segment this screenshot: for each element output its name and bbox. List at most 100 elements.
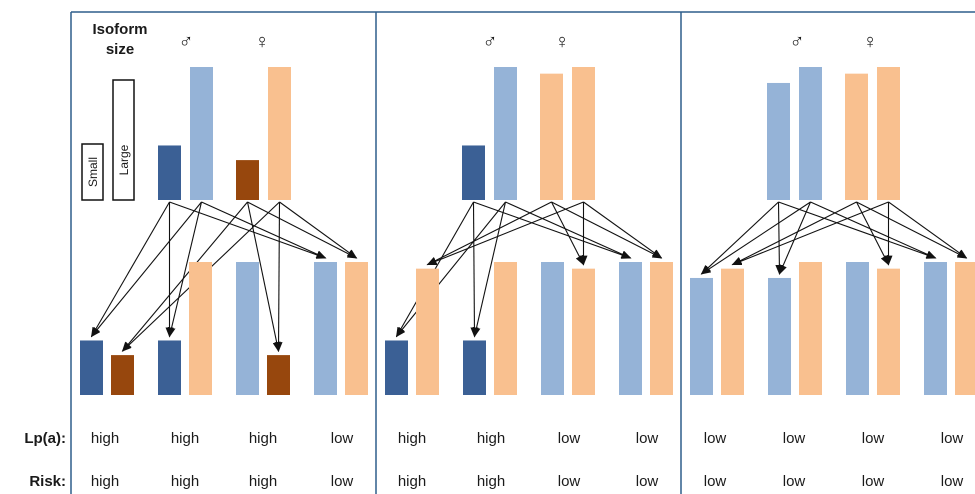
inheritance-arrow-panel-1-8: [274, 201, 283, 353]
lpa-value-panel-1-3: high: [249, 430, 277, 447]
lpa-value-panel-3-1: low: [704, 430, 727, 447]
offspring-bar-panel-3-group-4-male: [924, 262, 947, 395]
inheritance-arrow-panel-2-6: [472, 201, 507, 338]
arrows-layer: [90, 201, 968, 353]
lpa-value-panel-3-2: low: [783, 430, 806, 447]
large-legend-label: Large: [117, 144, 131, 175]
inheritance-arrow-panel-1-10: [201, 201, 327, 259]
risk-value-panel-2-1: high: [398, 473, 426, 490]
parent-bar-panel-3-male-2: [799, 67, 822, 200]
lpa-value-panel-2-2: high: [477, 430, 505, 447]
inheritance-arrow-panel-3-7: [856, 201, 889, 266]
risk-value-panel-3-2: low: [783, 473, 806, 490]
parent-bars: [158, 67, 900, 200]
parent-bar-panel-2-female-4: [572, 67, 595, 200]
parent-bar-panel-3-female-3: [845, 73, 868, 200]
lpa-value-panel-2-3: low: [558, 430, 581, 447]
offspring-bar-panel-2-group-4-female: [650, 262, 673, 395]
parent-bar-panel-1-female-4: [268, 67, 291, 200]
offspring-bar-panel-3-group-3-female: [877, 268, 900, 395]
risk-value-panel-1-4: low: [331, 473, 354, 490]
male-symbol-panel-3: ♂: [790, 31, 805, 53]
lpa-value-panel-1-1: high: [91, 430, 119, 447]
inheritance-arrow-panel-3-1: [700, 201, 779, 275]
lpa-value-panel-2-4: low: [636, 430, 659, 447]
risk-value-panel-1-1: high: [91, 473, 119, 490]
inheritance-arrow-panel-1-2: [90, 201, 202, 338]
lpa-risk-values: high high high high high high low low high high hi…: [91, 430, 964, 490]
inheritance-arrow-panel-3-6: [778, 201, 812, 275]
offspring-bar-panel-2-group-2-male: [463, 340, 486, 395]
risk-value-panel-3-3: low: [862, 473, 885, 490]
inheritance-arrow-panel-1-11: [247, 201, 358, 259]
offspring-bar-panel-2-group-2-female: [494, 262, 517, 395]
inheritance-arrow-panel-3-3: [731, 201, 857, 266]
parent-bar-panel-2-male-1: [462, 145, 485, 200]
male-symbol-panel-2: ♂: [483, 31, 498, 53]
parent-bar-panel-1-male-1: [158, 145, 181, 200]
offspring-bar-panel-3-group-2-male: [768, 277, 791, 395]
offspring-bar-panel-1-group-3-female: [267, 355, 290, 395]
inheritance-arrow-panel-2-9: [473, 201, 632, 259]
inheritance-arrow-panel-2-5: [470, 201, 479, 338]
inheritance-arrow-panel-2-7: [551, 201, 584, 266]
risk-value-panel-1-3: high: [249, 473, 277, 490]
isoform-size-legend: Isoform size Small Large: [81, 21, 148, 201]
inheritance-arrow-panel-3-10: [810, 201, 937, 259]
risk-value-panel-3-1: low: [704, 473, 727, 490]
lpa-value-panel-2-1: high: [398, 430, 426, 447]
inheritance-arrow-panel-2-10: [505, 201, 632, 259]
lpa-row-label: Lp(a):: [24, 430, 66, 447]
inheritance-arrow-panel-2-4: [426, 201, 584, 266]
inheritance-arrow-panel-1-9: [169, 201, 327, 259]
isoform-label-line2: size: [106, 41, 134, 58]
male-symbol-panel-1: ♂: [179, 31, 194, 53]
risk-value-panel-2-2: high: [477, 473, 505, 490]
parent-bar-panel-3-female-4: [877, 67, 900, 200]
risk-row-label: Risk:: [29, 473, 66, 490]
lpa-value-panel-3-4: low: [941, 430, 964, 447]
lpa-value-panel-1-4: low: [331, 430, 354, 447]
offspring-bar-panel-1-group-4-male: [314, 262, 337, 395]
isoform-label-line1: Isoform: [92, 21, 147, 38]
panel-borders: [70, 11, 975, 494]
offspring-bar-panel-3-group-3-male: [846, 262, 869, 395]
small-legend-label: Small: [86, 157, 100, 187]
offspring-bar-panel-2-group-4-male: [619, 262, 642, 395]
small-legend-box: [81, 143, 104, 201]
lpa-value-panel-1-2: high: [171, 430, 199, 447]
parent-bar-panel-3-male-1: [767, 82, 790, 200]
female-symbol-panel-3: ♀: [863, 31, 878, 53]
offspring-bar-panel-1-group-1-male: [80, 340, 103, 395]
offspring-bar-panel-2-group-1-male: [385, 340, 408, 395]
parent-bar-panel-1-male-2: [190, 67, 213, 200]
risk-value-panel-2-4: low: [636, 473, 659, 490]
parent-bar-panel-2-female-3: [540, 73, 563, 200]
offspring-bar-panel-3-group-1-female: [721, 268, 744, 395]
offspring-bar-panel-3-group-1-male: [690, 277, 713, 395]
inheritance-arrow-panel-3-12: [888, 201, 968, 259]
offspring-bar-panel-2-group-3-female: [572, 268, 595, 395]
inheritance-arrow-panel-2-12: [583, 201, 663, 259]
lpa-value-panel-3-3: low: [862, 430, 885, 447]
female-symbol-panel-1: ♀: [255, 31, 270, 53]
parent-bar-panel-2-male-2: [494, 67, 517, 200]
inheritance-arrow-panel-3-5: [775, 201, 784, 275]
female-symbol-panel-2: ♀: [555, 31, 570, 53]
offspring-bar-panel-2-group-1-female: [416, 268, 439, 395]
risk-value-panel-1-2: high: [171, 473, 199, 490]
inheritance-arrow-panel-3-2: [700, 201, 811, 275]
inheritance-arrow-panel-1-3: [121, 201, 248, 352]
risk-value-panel-2-3: low: [558, 473, 581, 490]
offspring-bar-panel-1-group-2-female: [189, 262, 212, 395]
offspring-bar-panel-1-group-2-male: [158, 340, 181, 395]
inheritance-arrow-panel-2-3: [426, 201, 552, 266]
inheritance-arrow-panel-2-11: [551, 201, 663, 259]
offspring-bar-panel-3-group-2-female: [799, 262, 822, 395]
inheritance-arrow-panel-3-4: [731, 201, 889, 266]
offspring-bar-panel-1-group-1-female: [111, 355, 134, 395]
offspring-bars: [80, 262, 975, 395]
offspring-bar-panel-1-group-4-female: [345, 262, 368, 395]
large-legend-box: [112, 79, 135, 201]
